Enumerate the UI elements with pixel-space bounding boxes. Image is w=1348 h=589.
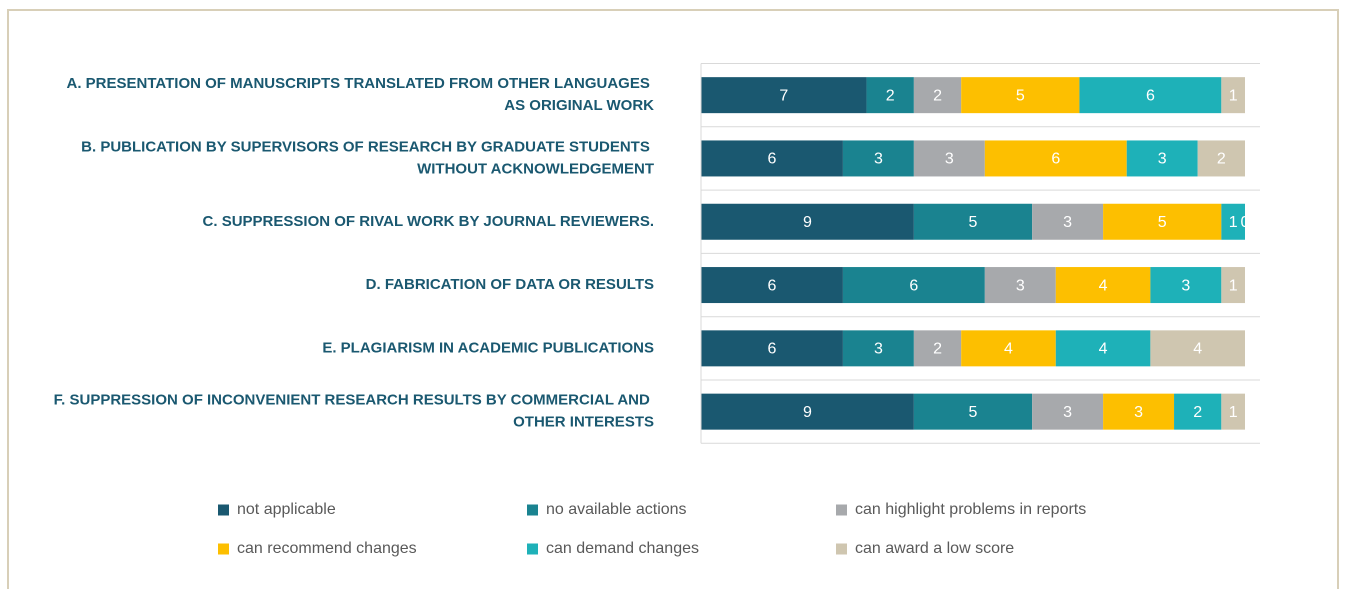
category-label: C. SUPPRESSION OF RIVAL WORK BY JOURNAL … <box>203 213 654 230</box>
category-label: B. PUBLICATION BY SUPERVISORS OF RESEARC… <box>81 138 654 177</box>
value-label: 1 <box>1229 87 1238 104</box>
value-label: 6 <box>1051 151 1060 168</box>
bar-segment <box>701 140 843 177</box>
value-label: 0 <box>1241 214 1250 231</box>
bar-segment <box>842 140 914 177</box>
bar-segment <box>1150 267 1222 304</box>
category-label: A. PRESENTATION OF MANUSCRIPTS TRANSLATE… <box>67 75 655 114</box>
frame <box>7 9 1339 589</box>
bar-segment <box>1197 140 1245 177</box>
bar-segment <box>1150 330 1245 367</box>
legend-label: no available actions <box>546 501 687 518</box>
value-label: 9 <box>803 214 812 231</box>
value-label: 3 <box>874 341 883 358</box>
bar-segment <box>842 330 914 367</box>
value-label: 6 <box>909 277 918 294</box>
value-label: 1 <box>1229 404 1238 421</box>
value-label: 1 <box>1229 214 1238 231</box>
bar-segment <box>701 267 843 304</box>
legend-swatch <box>836 504 847 516</box>
bar-segment <box>913 140 985 177</box>
bar-segment <box>1103 393 1175 430</box>
value-label: 4 <box>1193 341 1202 358</box>
bar-segment <box>913 77 962 114</box>
value-label: 5 <box>969 404 978 421</box>
legend-label: can award a low score <box>855 540 1014 557</box>
value-label: 6 <box>768 341 777 358</box>
bar-segment <box>866 77 914 114</box>
value-label: 9 <box>803 404 812 421</box>
bar-segment <box>1126 140 1198 177</box>
legend-label: not applicable <box>237 501 336 518</box>
bar-segment <box>1032 203 1104 240</box>
bar-segment <box>984 267 1056 304</box>
bar-segment <box>961 77 1080 114</box>
bars: 7 2 2 5 6 16 3 3 6 3 29 5 3 5 1 06 6 3 4 3 16 3 2 4 4 49 5 3 3 2 1 <box>701 77 1250 430</box>
bar-segment <box>842 267 985 304</box>
bar-segment <box>701 203 914 240</box>
value-label: 3 <box>1016 277 1025 294</box>
value-label: 6 <box>768 151 777 168</box>
legend-swatch <box>836 543 847 555</box>
value-label: 5 <box>1016 87 1025 104</box>
bar-segment <box>1221 77 1245 114</box>
legend-swatch <box>527 543 538 555</box>
category-label: E. PLAGIARISM IN ACADEMIC PUBLICATIONS <box>322 339 654 356</box>
value-label: 5 <box>1158 214 1167 231</box>
legend-label: can highlight problems in reports <box>855 501 1086 518</box>
value-label: 3 <box>1063 404 1072 421</box>
value-label: 6 <box>1146 87 1155 104</box>
value-label: 2 <box>933 341 942 358</box>
bar-segment <box>701 330 843 367</box>
category-label: F. SUPPRESSION OF INCONVENIENT RESEARCH … <box>54 392 654 431</box>
value-label: 3 <box>1063 214 1072 231</box>
legend-swatch <box>527 504 538 516</box>
bar-segment <box>913 330 962 367</box>
bar-segment <box>1221 393 1245 430</box>
bar-segment <box>701 77 867 114</box>
value-label: 7 <box>779 87 788 104</box>
bar-segment <box>1221 267 1245 304</box>
legend-swatch <box>218 504 229 516</box>
bar-segment <box>701 393 914 430</box>
value-label: 4 <box>1099 277 1108 294</box>
value-label: 6 <box>768 277 777 294</box>
legend-label: can recommend changes <box>237 540 417 557</box>
value-label: 4 <box>1099 341 1108 358</box>
bar-segment <box>984 140 1127 177</box>
bar-segment <box>1055 330 1151 367</box>
bar-segment <box>1103 203 1222 240</box>
value-label: 2 <box>1217 151 1226 168</box>
bar-segment <box>961 330 1056 367</box>
bar-segment <box>1079 77 1222 114</box>
value-label: 3 <box>1181 277 1190 294</box>
bar-segment <box>913 203 1033 240</box>
value-label: 3 <box>874 151 883 168</box>
value-label: 2 <box>886 87 895 104</box>
value-label: 4 <box>1004 341 1013 358</box>
value-label: 2 <box>933 87 942 104</box>
bar-segment <box>1174 393 1222 430</box>
legend-label: can demand changes <box>546 540 699 557</box>
value-label: 3 <box>945 151 954 168</box>
legend-swatch <box>218 543 229 555</box>
bar-segment <box>1032 393 1104 430</box>
value-label: 3 <box>1134 404 1143 421</box>
bar-segment <box>1221 203 1245 240</box>
category-label: D. FABRICATION OF DATA OR RESULTS <box>366 276 654 293</box>
value-label: 5 <box>969 214 978 231</box>
value-label: 3 <box>1158 151 1167 168</box>
bar-segment <box>1055 267 1151 304</box>
value-label: 1 <box>1229 277 1238 294</box>
bar-segment <box>913 393 1033 430</box>
value-label: 2 <box>1193 404 1202 421</box>
